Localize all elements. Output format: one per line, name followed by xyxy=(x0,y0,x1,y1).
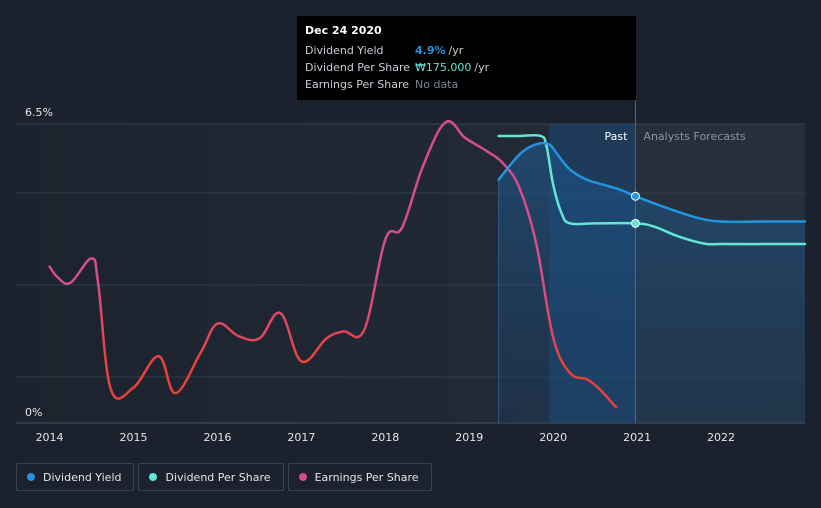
series-line-yield xyxy=(497,141,807,224)
legend-dot-icon xyxy=(298,473,307,481)
tooltip-label: Earnings Per Share xyxy=(305,78,410,91)
highlight-band xyxy=(548,124,636,423)
legend-dot-icon xyxy=(27,473,35,481)
legend-label: Dividend Yield xyxy=(43,470,122,484)
tooltip-value: No data xyxy=(415,78,459,91)
y-tick-label: 0% xyxy=(25,406,42,419)
x-tick-label: 2021 xyxy=(623,431,651,444)
dividend-yield-area xyxy=(498,144,805,424)
y-tick-label: 6.5% xyxy=(25,106,53,119)
x-tick-label: 2015 xyxy=(120,431,148,444)
legend-dot-icon xyxy=(149,473,158,481)
data-tooltip: Dec 24 2020 Dividend Yield 4.9% /yr Divi… xyxy=(297,16,636,100)
x-tick-label: 2020 xyxy=(539,431,567,444)
legend-dividend-per-share[interactable]: Dividend Per Share xyxy=(138,463,284,491)
x-tick-label: 2017 xyxy=(287,431,315,444)
forecast-label: Analysts Forecasts xyxy=(643,130,746,143)
tooltip-value: 4.9% xyxy=(415,44,446,57)
tooltip-row-dps: Dividend Per Share ₩175.000 /yr xyxy=(305,59,628,76)
tooltip-date: Dec 24 2020 xyxy=(305,24,382,37)
tooltip-unit: /yr xyxy=(448,44,464,57)
x-tick-label: 2019 xyxy=(455,431,483,444)
series-line-dps xyxy=(497,133,807,246)
legend-label: Earnings Per Share xyxy=(314,470,419,484)
x-tick-label: 2016 xyxy=(203,431,231,444)
data-point-marker xyxy=(630,218,640,228)
tooltip-label: Dividend Per Share xyxy=(305,61,411,74)
legend-label: Dividend Per Share xyxy=(165,470,271,484)
tooltip-unit: /yr xyxy=(474,61,490,74)
legend-earnings-per-share[interactable]: Earnings Per Share xyxy=(287,463,432,491)
past-label: Past xyxy=(605,130,629,143)
x-tick-label: 2022 xyxy=(707,431,735,444)
tooltip-value: ₩175.000 xyxy=(415,61,472,74)
data-point-marker xyxy=(630,191,640,201)
tooltip-row-eps: Earnings Per Share No data xyxy=(305,76,628,93)
tooltip-row-yield: Dividend Yield 4.9% /yr xyxy=(305,42,628,59)
chart-legend: Dividend Yield Dividend Per Share Earnin… xyxy=(16,463,432,491)
x-tick-label: 2018 xyxy=(371,431,399,444)
x-tick-label: 2014 xyxy=(36,431,64,444)
tooltip-label: Dividend Yield xyxy=(305,44,384,57)
series-line-eps xyxy=(48,119,618,409)
legend-dividend-yield[interactable]: Dividend Yield xyxy=(16,463,135,491)
